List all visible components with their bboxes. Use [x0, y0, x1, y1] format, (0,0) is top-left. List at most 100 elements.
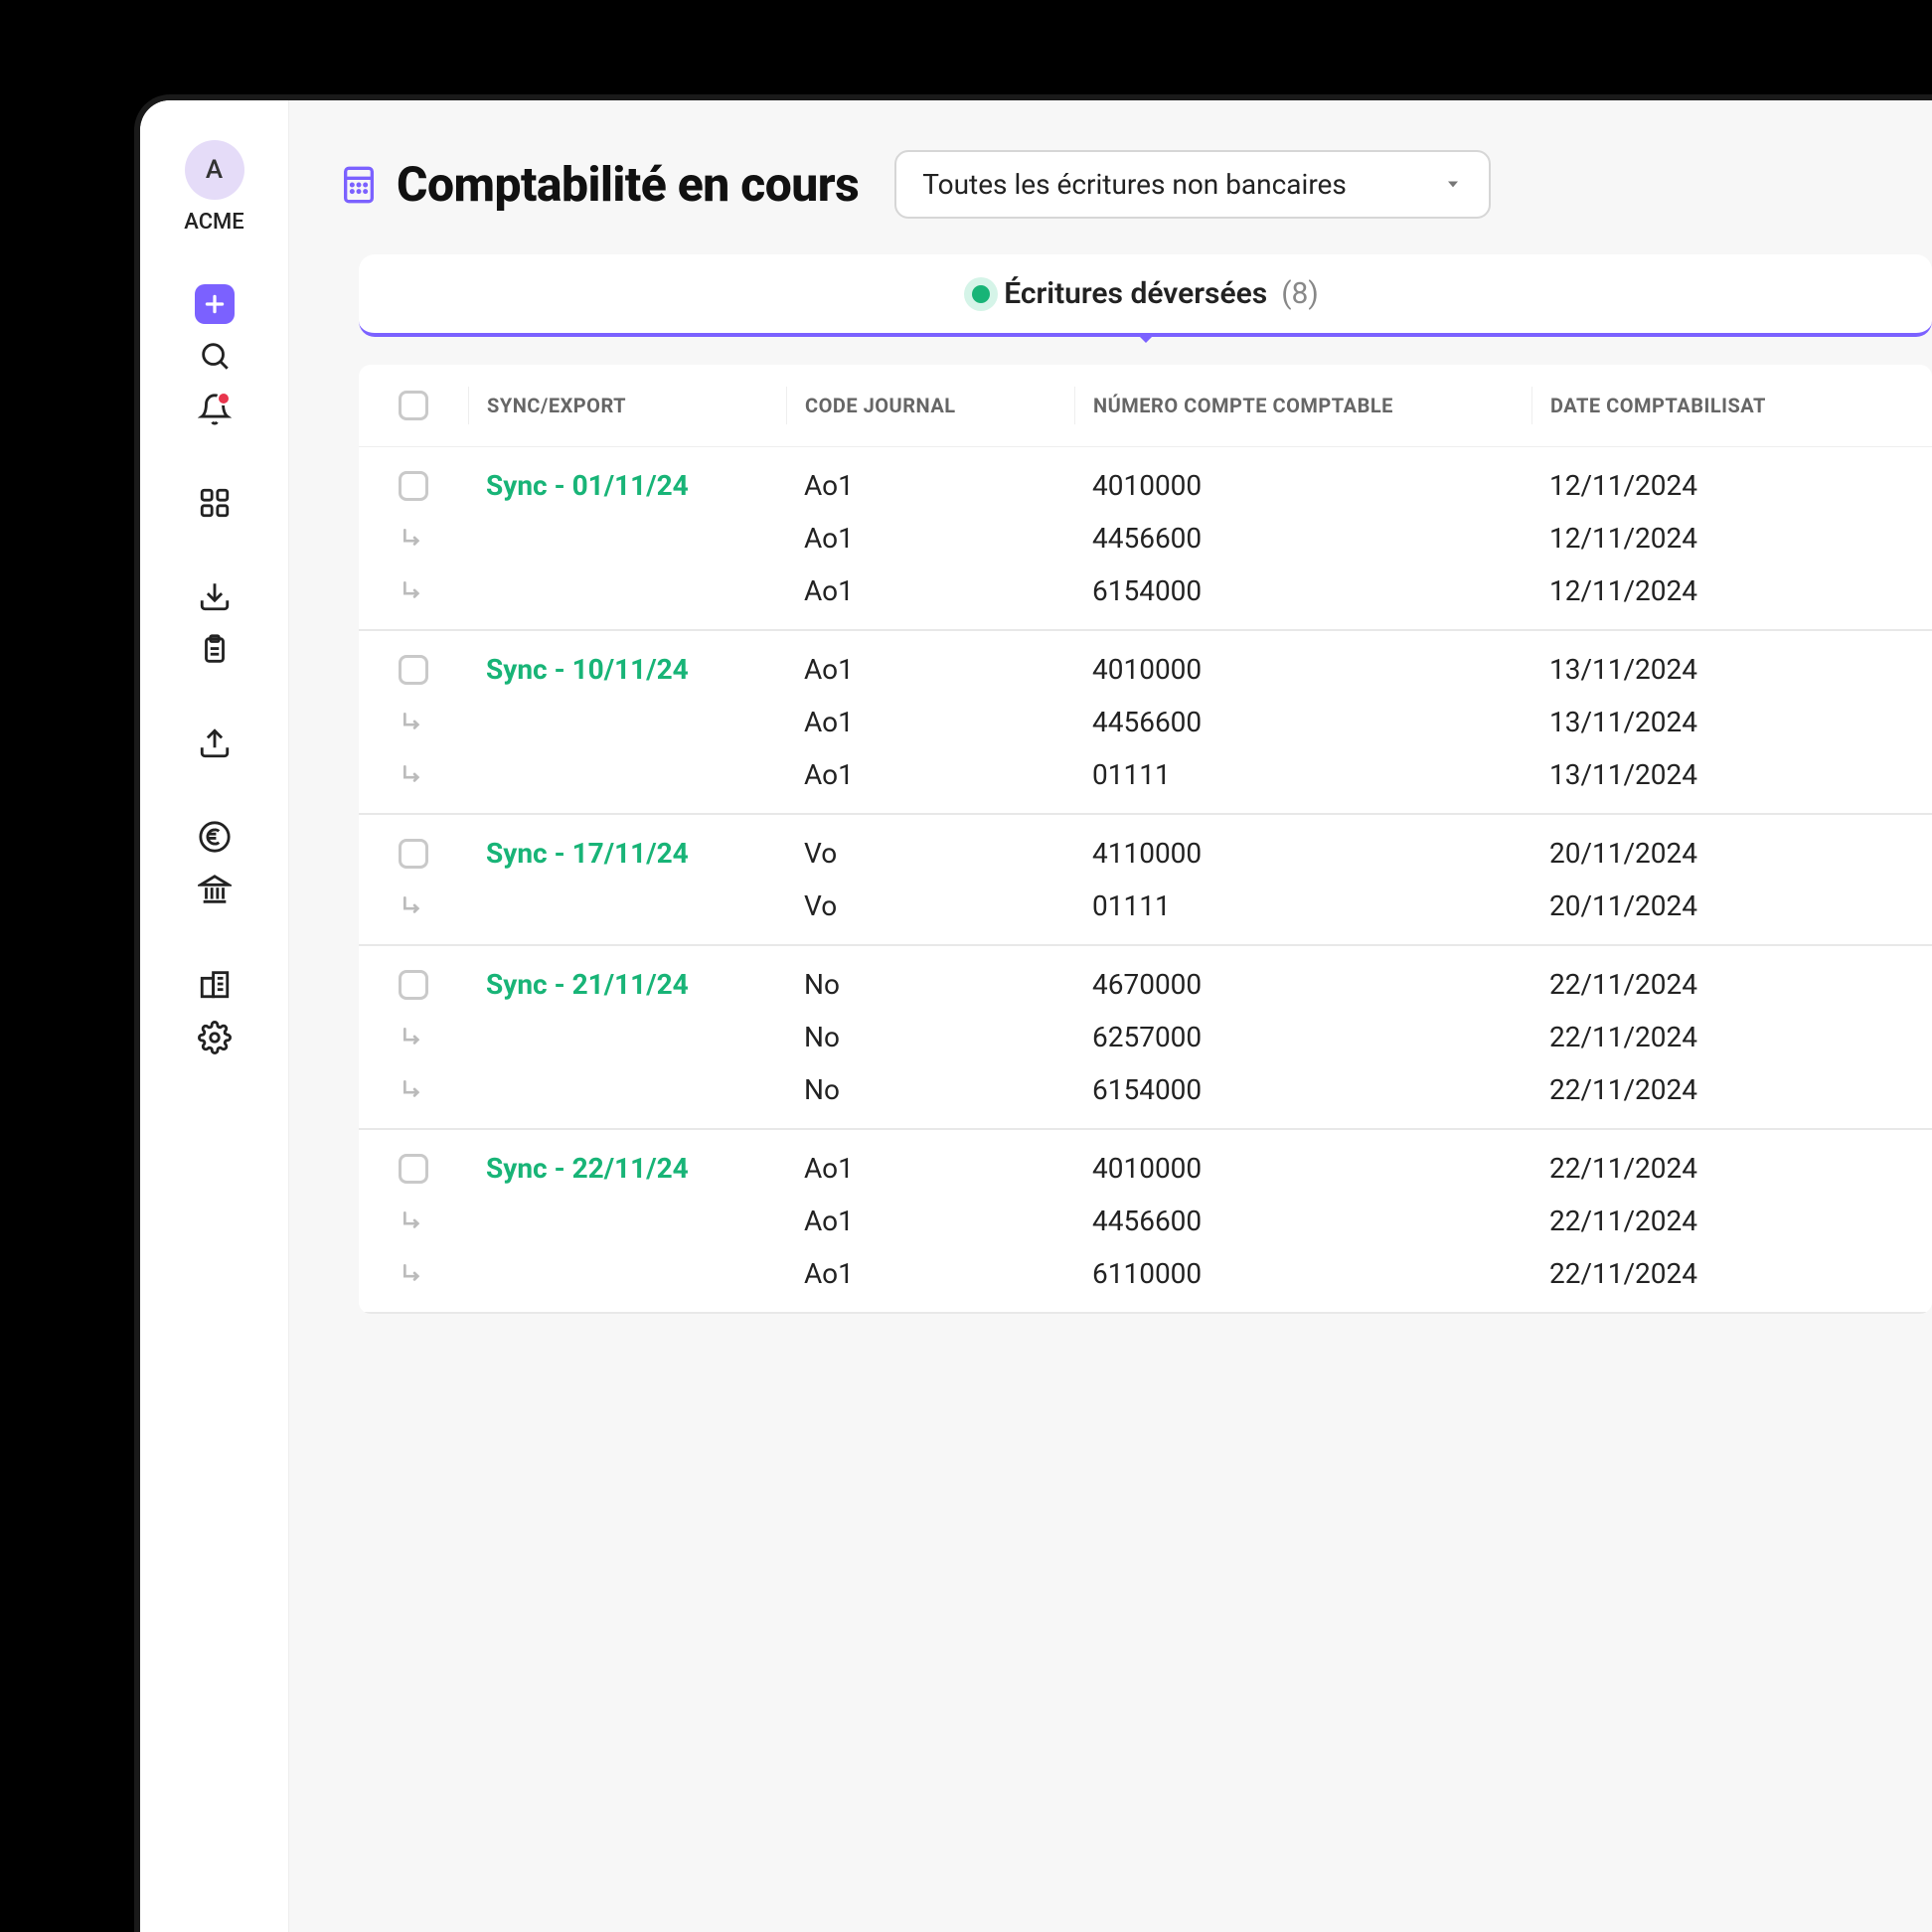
table-group: Sync - 10/11/24Ao1401000013/11/2024Ao144…: [359, 631, 1932, 815]
row-checkbox[interactable]: [399, 471, 428, 501]
cell-date: 22/11/2024: [1531, 1257, 1830, 1290]
cell-date: 22/11/2024: [1531, 968, 1830, 1001]
table-row[interactable]: Ao1615400012/11/2024: [359, 564, 1932, 617]
sub-row-arrow-icon: [399, 1259, 428, 1289]
table-row[interactable]: Ao1445660013/11/2024: [359, 696, 1932, 748]
cell-date: 12/11/2024: [1531, 574, 1830, 607]
col-sync: SYNC/EXPORT: [468, 387, 786, 424]
sub-row-arrow-icon: [399, 1075, 428, 1105]
header-row: Comptabilité en cours Toutes les écritur…: [339, 150, 1932, 219]
col-account: NÚMERO COMPTE COMPTABLE: [1074, 387, 1531, 424]
cell-date: 12/11/2024: [1531, 522, 1830, 555]
cell-account: 6154000: [1074, 574, 1531, 607]
cell-journal: Vo: [786, 837, 1074, 870]
cell-journal: No: [786, 1073, 1074, 1106]
table-row[interactable]: No615400022/11/2024: [359, 1063, 1932, 1116]
add-button[interactable]: [195, 284, 235, 324]
filter-dropdown[interactable]: Toutes les écritures non bancaires: [894, 150, 1491, 219]
table-row[interactable]: Ao10111113/11/2024: [359, 748, 1932, 801]
cell-date: 22/11/2024: [1531, 1021, 1830, 1053]
cell-account: 4010000: [1074, 653, 1531, 686]
cell-account: 4456600: [1074, 706, 1531, 738]
sidebar: A ACME: [140, 100, 289, 1932]
tab-count: (8): [1281, 276, 1319, 311]
cell-date: 12/11/2024: [1531, 469, 1830, 502]
active-tab[interactable]: Écritures déversées (8): [359, 254, 1932, 337]
notification-badge: [217, 392, 231, 405]
avatar[interactable]: A: [185, 140, 244, 200]
row-checkbox[interactable]: [399, 655, 428, 685]
table-row[interactable]: No625700022/11/2024: [359, 1011, 1932, 1063]
cell-account: 6154000: [1074, 1073, 1531, 1106]
upload-icon[interactable]: [193, 722, 237, 765]
cell-date: 20/11/2024: [1531, 837, 1830, 870]
cell-date: 13/11/2024: [1531, 758, 1830, 791]
cell-sync: Sync - 01/11/24: [468, 469, 786, 502]
cell-date: 22/11/2024: [1531, 1073, 1830, 1106]
table-row[interactable]: Sync - 17/11/24Vo411000020/11/2024: [359, 827, 1932, 880]
status-dot-icon: [972, 285, 990, 303]
buildings-icon[interactable]: [193, 962, 237, 1006]
cell-journal: Ao1: [786, 1152, 1074, 1185]
main-content: Comptabilité en cours Toutes les écritur…: [289, 100, 1932, 1932]
sub-row-arrow-icon: [399, 760, 428, 790]
table-row[interactable]: Sync - 10/11/24Ao1401000013/11/2024: [359, 643, 1932, 696]
cell-journal: Ao1: [786, 706, 1074, 738]
cell-date: 13/11/2024: [1531, 706, 1830, 738]
cell-journal: No: [786, 968, 1074, 1001]
table-row[interactable]: Ao1445660022/11/2024: [359, 1195, 1932, 1247]
search-icon[interactable]: [193, 334, 237, 378]
cell-journal: Ao1: [786, 522, 1074, 555]
sub-row-arrow-icon: [399, 524, 428, 554]
cell-journal: Vo: [786, 889, 1074, 922]
tab-label: Écritures déversées: [1004, 276, 1267, 311]
table-row[interactable]: Vo0111120/11/2024: [359, 880, 1932, 932]
cell-account: 01111: [1074, 889, 1531, 922]
download-icon[interactable]: [193, 574, 237, 618]
clipboard-icon[interactable]: [193, 628, 237, 672]
cell-journal: Ao1: [786, 653, 1074, 686]
cell-journal: No: [786, 1021, 1074, 1053]
cell-sync: Sync - 10/11/24: [468, 653, 786, 686]
table-row[interactable]: Sync - 01/11/24Ao1401000012/11/2024: [359, 459, 1932, 512]
sub-row-arrow-icon: [399, 1207, 428, 1236]
cell-journal: Ao1: [786, 758, 1074, 791]
cell-journal: Ao1: [786, 1257, 1074, 1290]
cell-journal: Ao1: [786, 469, 1074, 502]
cell-account: 4456600: [1074, 522, 1531, 555]
cell-sync: Sync - 22/11/24: [468, 1152, 786, 1185]
select-all-checkbox[interactable]: [399, 391, 428, 420]
chevron-down-icon: [1443, 168, 1463, 201]
row-checkbox[interactable]: [399, 1154, 428, 1184]
col-journal: CODE JOURNAL: [786, 387, 1074, 424]
gear-icon[interactable]: [193, 1016, 237, 1059]
apps-icon[interactable]: [193, 481, 237, 525]
cell-date: 13/11/2024: [1531, 653, 1830, 686]
row-checkbox[interactable]: [399, 839, 428, 869]
filter-selected-label: Toutes les écritures non bancaires: [922, 168, 1347, 201]
table-row[interactable]: Ao1611000022/11/2024: [359, 1247, 1932, 1300]
bank-icon[interactable]: [193, 869, 237, 912]
sub-row-arrow-icon: [399, 576, 428, 606]
table-row[interactable]: Sync - 22/11/24Ao1401000022/11/2024: [359, 1142, 1932, 1195]
cell-account: 6257000: [1074, 1021, 1531, 1053]
cell-account: 4670000: [1074, 968, 1531, 1001]
cell-date: 20/11/2024: [1531, 889, 1830, 922]
cell-journal: Ao1: [786, 1205, 1074, 1237]
cell-account: 01111: [1074, 758, 1531, 791]
sub-row-arrow-icon: [399, 1023, 428, 1052]
cell-sync: Sync - 17/11/24: [468, 837, 786, 870]
cell-date: 22/11/2024: [1531, 1205, 1830, 1237]
euro-icon[interactable]: [193, 815, 237, 859]
cell-date: 22/11/2024: [1531, 1152, 1830, 1185]
cell-account: 4110000: [1074, 837, 1531, 870]
table-group: Sync - 21/11/24No467000022/11/2024No6257…: [359, 946, 1932, 1130]
bell-icon[interactable]: [193, 388, 237, 431]
cell-journal: Ao1: [786, 574, 1074, 607]
calculator-icon: [339, 165, 379, 205]
cell-account: 4456600: [1074, 1205, 1531, 1237]
table-row[interactable]: Ao1445660012/11/2024: [359, 512, 1932, 564]
table-row[interactable]: Sync - 21/11/24No467000022/11/2024: [359, 958, 1932, 1011]
row-checkbox[interactable]: [399, 970, 428, 1000]
table-group: Sync - 22/11/24Ao1401000022/11/2024Ao144…: [359, 1130, 1932, 1314]
